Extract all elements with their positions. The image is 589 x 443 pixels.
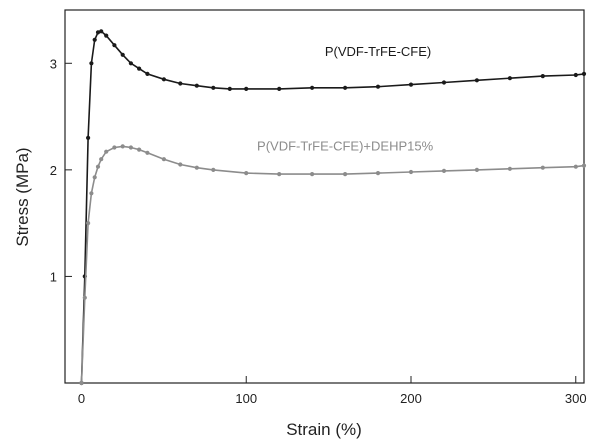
data-point (79, 380, 84, 386)
data-point (82, 295, 87, 300)
data-point (86, 135, 91, 140)
x-tick-label: 0 (78, 391, 85, 406)
data-point (211, 85, 216, 90)
data-point (540, 165, 545, 170)
x-tick-label: 100 (235, 391, 257, 406)
data-point (145, 71, 150, 76)
data-point (244, 86, 249, 91)
data-point (211, 167, 216, 172)
data-point (104, 33, 109, 38)
data-point (441, 80, 447, 85)
x-axis-ticks: 0 100 200 300 (78, 376, 587, 406)
data-point (408, 82, 414, 87)
y-axis-ticks: 1 2 3 (50, 56, 72, 284)
data-point (343, 172, 348, 177)
series-label: P(VDF-TrFE-CFE) (325, 44, 431, 59)
data-point (507, 166, 512, 171)
data-point (145, 150, 150, 155)
data-point (277, 172, 282, 177)
data-point (375, 171, 381, 176)
series-1: P(VDF-TrFE-CFE) (79, 29, 587, 386)
data-point (507, 76, 512, 81)
data-point (99, 157, 104, 162)
series-layer: P(VDF-TrFE-CFE) P(VDF-TrFE-CFE)+DEHP15% (79, 29, 587, 386)
data-point (310, 85, 315, 90)
data-point (375, 84, 381, 89)
data-point (194, 83, 199, 88)
data-point (277, 86, 282, 91)
data-point (573, 72, 578, 78)
data-point (161, 157, 166, 162)
data-point (227, 86, 232, 91)
data-point (194, 165, 199, 170)
data-point (137, 147, 142, 152)
data-point (343, 85, 348, 90)
y-tick-label: 3 (50, 56, 57, 71)
data-point (95, 164, 101, 169)
y-axis-label: Stress (MPa) (13, 147, 32, 246)
data-point (92, 175, 97, 180)
data-point (474, 78, 479, 83)
y-tick-label: 2 (50, 163, 57, 178)
x-tick-label: 200 (400, 391, 422, 406)
data-point (104, 149, 109, 154)
data-point (128, 61, 133, 66)
series-2: P(VDF-TrFE-CFE)+DEHP15% (79, 139, 587, 386)
data-point (137, 66, 142, 71)
data-point (86, 221, 91, 226)
data-point (540, 74, 545, 79)
data-point (128, 145, 133, 150)
data-point (441, 168, 447, 173)
data-point (310, 172, 315, 177)
series-label: P(VDF-TrFE-CFE)+DEHP15% (257, 139, 434, 154)
data-point (112, 145, 117, 150)
data-point (112, 43, 117, 48)
data-point (89, 191, 94, 196)
data-point (95, 30, 101, 35)
data-point (120, 144, 125, 149)
series-line (80, 145, 585, 384)
data-point (92, 37, 97, 42)
data-point (581, 71, 587, 76)
data-point (408, 169, 414, 175)
x-axis-label: Strain (%) (286, 420, 362, 439)
plot-frame (64, 9, 585, 384)
data-point (89, 61, 94, 66)
data-point (99, 29, 104, 34)
data-point (161, 77, 166, 82)
data-point (573, 164, 578, 169)
data-point (120, 52, 125, 57)
data-point (178, 162, 183, 167)
data-point (178, 81, 183, 86)
data-point (474, 167, 479, 172)
data-point (244, 171, 249, 176)
data-point (581, 163, 587, 168)
y-tick-label: 1 (50, 269, 57, 284)
series-line (80, 30, 585, 384)
x-tick-label: 300 (565, 391, 587, 406)
